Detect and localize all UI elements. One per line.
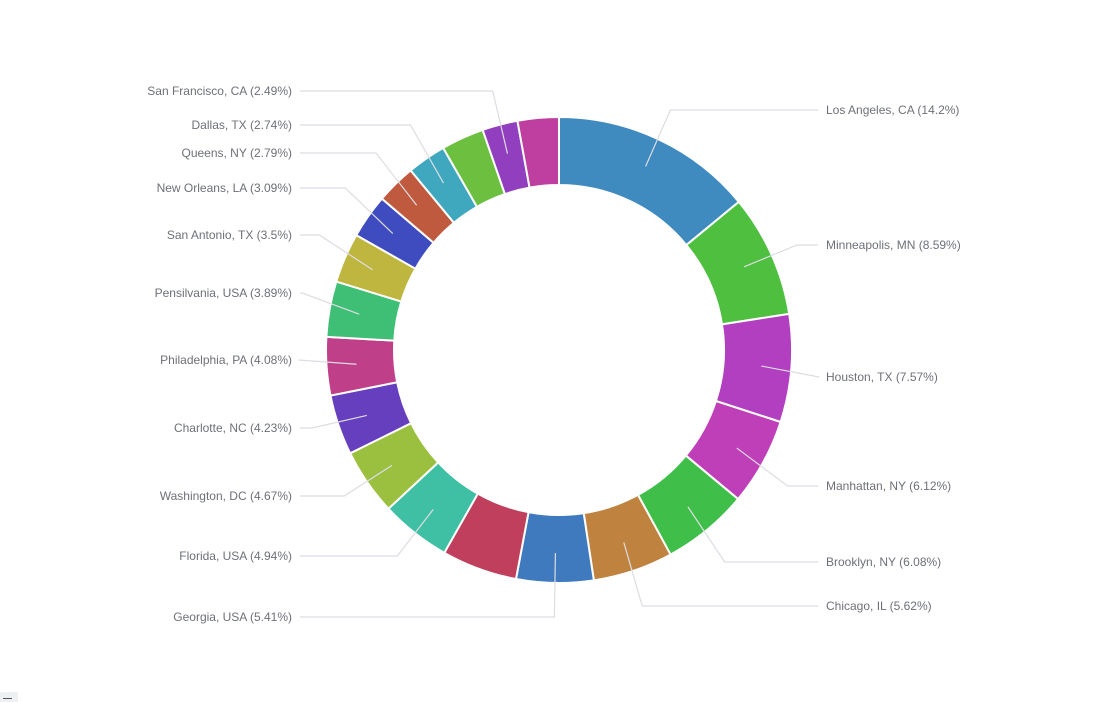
leader-lines-group <box>298 90 820 618</box>
leader-line-minneapolis-mn <box>743 244 818 268</box>
label-san-francisco-ca: San Francisco, CA (2.49%) <box>147 84 292 98</box>
handle-icon <box>3 698 12 699</box>
leader-line-georgia-usa <box>300 552 557 618</box>
leader-line-manhattan-ny <box>736 447 818 487</box>
leader-line-dallas-tx <box>300 124 445 184</box>
leader-line-charlotte-nc <box>300 414 367 429</box>
label-brooklyn-ny: Brooklyn, NY (6.08%) <box>826 555 941 569</box>
label-philadelphia-pa: Philadelphia, PA (4.08%) <box>160 353 292 367</box>
corner-toolbar-handle[interactable] <box>0 692 18 702</box>
leader-line-chicago-il <box>623 542 818 607</box>
label-houston-tx: Houston, TX (7.57%) <box>826 370 938 384</box>
leader-line-san-antonio-tx <box>300 234 373 271</box>
label-los-angeles-ca: Los Angeles, CA (14.2%) <box>826 103 959 117</box>
leader-line-houston-tx <box>761 365 820 378</box>
leader-line-washington-dc <box>300 464 393 497</box>
leader-line-san-francisco-ca <box>300 90 509 154</box>
labels-group: Los Angeles, CA (14.2%) Minneapolis, MN (… <box>147 84 960 624</box>
label-dallas-tx: Dallas, TX (2.74%) <box>192 118 292 132</box>
leader-line-florida-usa <box>300 508 434 557</box>
label-pensilvania-usa: Pensilvania, USA (3.89%) <box>155 286 292 300</box>
label-charlotte-nc: Charlotte, NC (4.23%) <box>174 421 292 435</box>
label-florida-usa: Florida, USA (4.94%) <box>179 549 292 563</box>
slices-group <box>325 115 793 584</box>
label-washington-dc: Washington, DC (4.67%) <box>160 489 292 503</box>
label-georgia-usa: Georgia, USA (5.41%) <box>173 610 292 624</box>
leader-line-philadelphia-pa <box>298 359 357 365</box>
label-chicago-il: Chicago, IL (5.62%) <box>826 599 932 613</box>
leader-line-los-angeles-ca <box>645 109 818 167</box>
label-minneapolis-mn: Minneapolis, MN (8.59%) <box>826 238 961 252</box>
label-new-orleans-la: New Orleans, LA (3.09%) <box>157 181 292 195</box>
slice-unlabeled-19[interactable] <box>516 115 560 189</box>
leader-line-new-orleans-la <box>300 187 394 234</box>
label-san-antonio-tx: San Antonio, TX (3.5%) <box>167 228 292 242</box>
leader-line-queens-ny <box>300 152 418 206</box>
leader-line-pensilvania-usa <box>300 292 360 315</box>
leader-line-brooklyn-ny <box>687 506 818 563</box>
label-manhattan-ny: Manhattan, NY (6.12%) <box>826 479 951 493</box>
label-queens-ny: Queens, NY (2.79%) <box>181 146 292 160</box>
